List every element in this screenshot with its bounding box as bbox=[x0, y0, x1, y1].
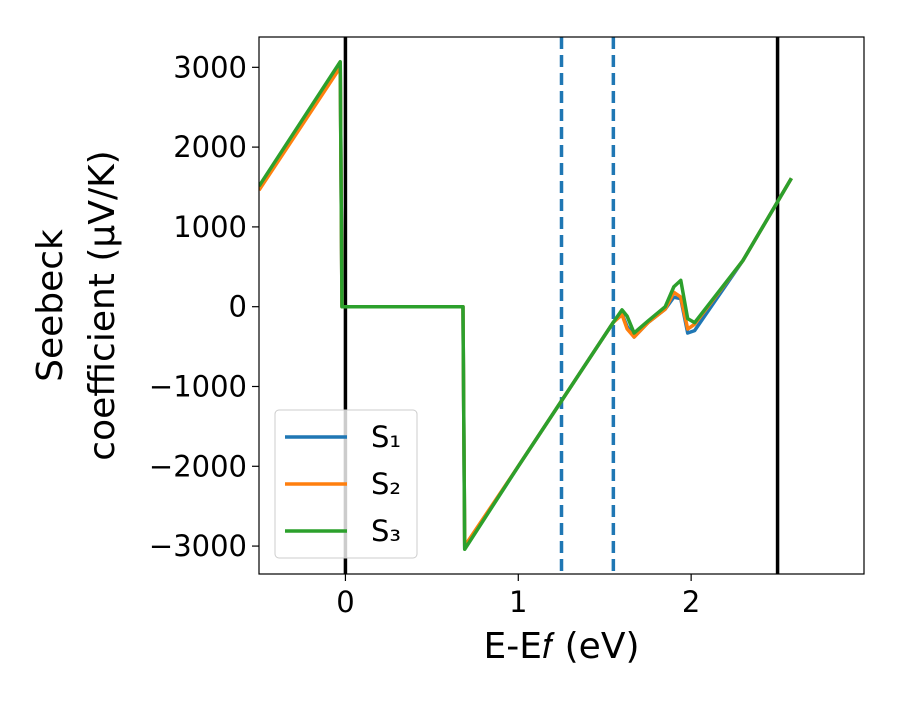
x-tick-label: 0 bbox=[336, 585, 354, 619]
x-axis-label: E-E𝑓 (eV) bbox=[484, 626, 640, 667]
y-tick-label: 0 bbox=[229, 290, 247, 324]
plot-frame bbox=[258, 36, 865, 575]
y-tick-label: −1000 bbox=[149, 369, 247, 403]
y-tick-label: 3000 bbox=[173, 50, 247, 84]
y-tick-label: 2000 bbox=[173, 130, 247, 164]
y-tick-label: 1000 bbox=[173, 210, 247, 244]
legend-label: S₃ bbox=[371, 514, 401, 548]
y-axis-label: Seebeck bbox=[30, 229, 71, 382]
x-tick-label: 1 bbox=[509, 585, 527, 619]
series-line bbox=[259, 59, 793, 552]
y-tick-label: −3000 bbox=[149, 529, 247, 563]
legend: S₁ S₂ S₃ bbox=[274, 409, 418, 559]
x-tick-label: 2 bbox=[682, 585, 700, 619]
legend-label: S₂ bbox=[371, 467, 401, 501]
legend-label: S₁ bbox=[371, 420, 401, 454]
y-axis-label: coefficient (μV/K) bbox=[82, 150, 123, 460]
y-tick-label: −2000 bbox=[149, 449, 247, 483]
